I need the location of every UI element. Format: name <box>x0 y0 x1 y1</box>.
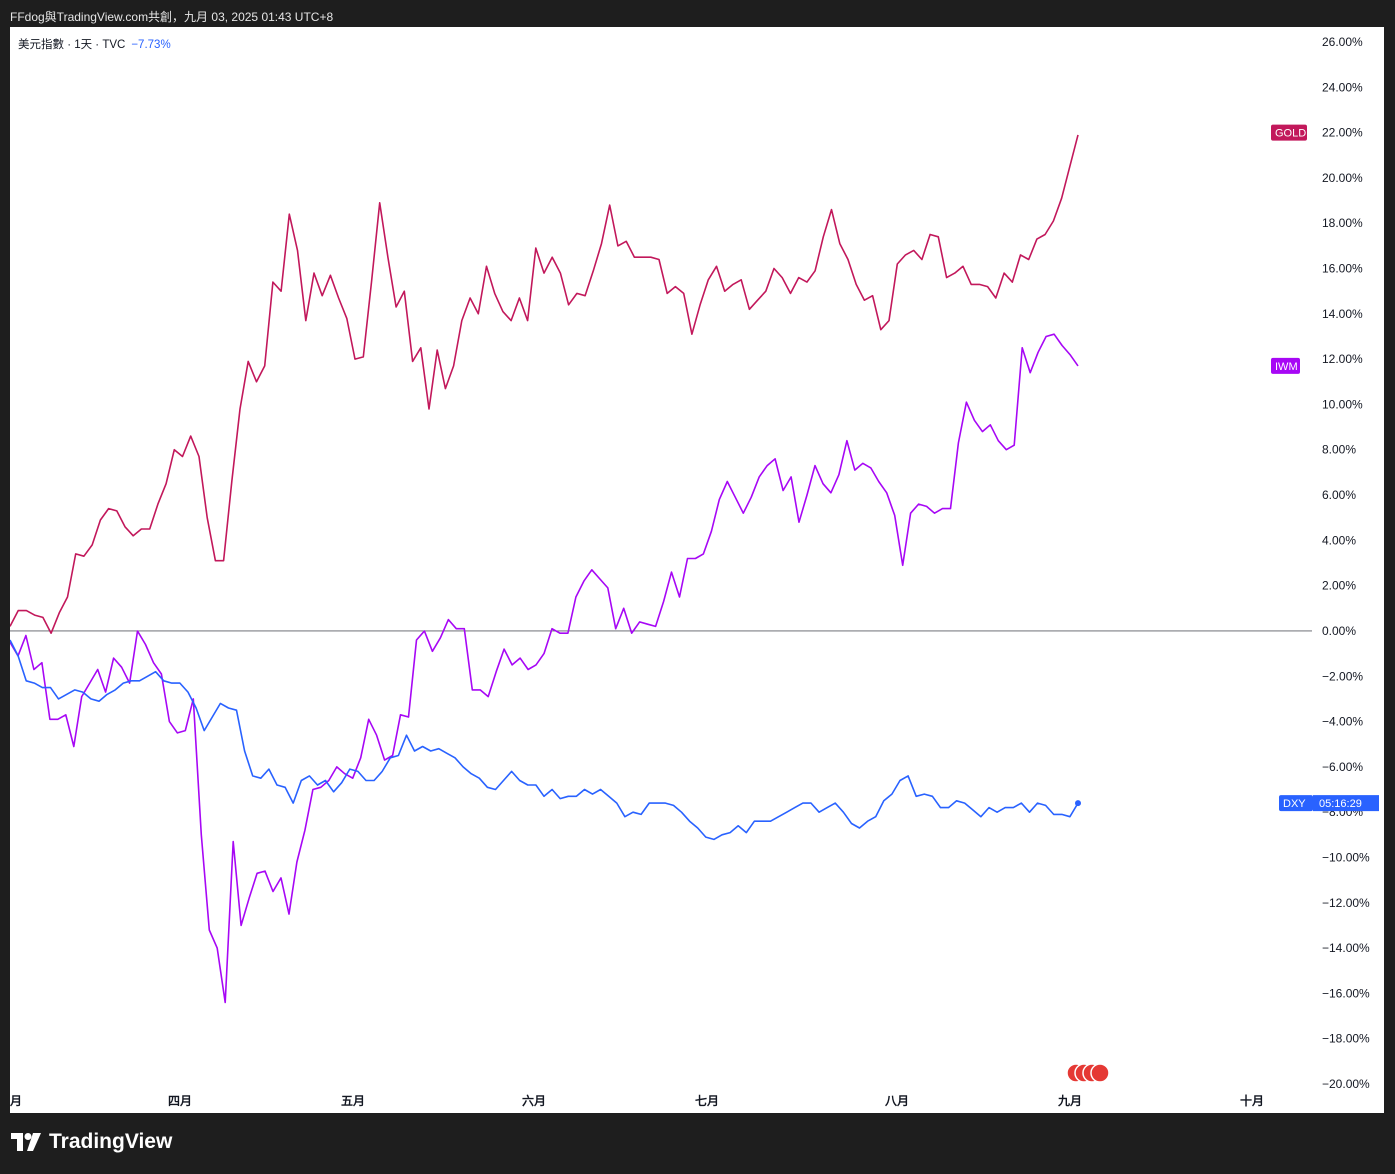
y-tick-label: 26.00% <box>1322 35 1363 49</box>
comparison-line-chart[interactable]: 26.00% 24.00% 22.00% 20.00% 18.00% 16.00% 14.0… <box>10 27 1384 1113</box>
y-tick-label: −16.00% <box>1322 986 1370 1000</box>
x-tick-label: 十月 <box>1240 1093 1264 1108</box>
price-badge-gold[interactable] <box>1271 124 1307 141</box>
y-tick-label: −4.00% <box>1322 715 1363 729</box>
y-tick-label: −18.00% <box>1322 1032 1370 1046</box>
x-tick-label: 四月 <box>168 1094 192 1108</box>
series-line-dxy[interactable] <box>10 639 1079 841</box>
y-tick-label: 4.00% <box>1322 533 1356 547</box>
symbol-legend[interactable]: 美元指數 · 1天 · TVC −7.73% <box>18 36 171 52</box>
legend-symbol: 美元指數 · 1天 · TVC <box>18 39 126 51</box>
us-flag-event-icon[interactable] <box>1090 1063 1110 1083</box>
y-tick-label: 14.00% <box>1322 307 1363 321</box>
y-tick-label: 6.00% <box>1322 488 1356 502</box>
x-tick-label: 五月 <box>341 1094 365 1108</box>
legend-change: −7.73% <box>131 39 171 51</box>
price-badge-label: DXY <box>1283 798 1306 810</box>
countdown-label: 05:16:29 <box>1319 798 1362 810</box>
x-tick-label: 七月 <box>695 1094 719 1108</box>
y-tick-label: 22.00% <box>1322 126 1363 140</box>
y-tick-label: 16.00% <box>1322 262 1363 276</box>
y-tick-label: 12.00% <box>1322 352 1363 366</box>
series-line-iwm[interactable] <box>10 333 1079 1004</box>
y-tick-label: −12.00% <box>1322 896 1370 910</box>
y-tick-label: −2.00% <box>1322 669 1363 683</box>
y-tick-label: 0.00% <box>1322 624 1356 638</box>
y-tick-label: 24.00% <box>1322 80 1363 94</box>
x-tick-label: 月 <box>10 1094 22 1108</box>
x-tick-label: 八月 <box>884 1094 909 1108</box>
price-badge-dxy[interactable] <box>1279 795 1313 812</box>
price-badge-countdown <box>1313 795 1379 812</box>
y-tick-label: −6.00% <box>1322 760 1363 774</box>
y-tick-label: 8.00% <box>1322 443 1356 457</box>
chart-header-title: FFdog與TradingView.com共創，九月 03, 2025 01:4… <box>10 10 334 24</box>
y-tick-label: 2.00% <box>1322 579 1356 593</box>
tradingview-brand[interactable]: TradingView <box>11 1130 172 1154</box>
y-tick-label: −20.00% <box>1322 1077 1370 1091</box>
price-badge-label: IWM <box>1275 361 1298 373</box>
x-tick-label: 六月 <box>522 1093 546 1108</box>
y-tick-label: −10.00% <box>1322 850 1370 864</box>
y-tick-label: −14.00% <box>1322 941 1370 955</box>
y-tick-label: 18.00% <box>1322 216 1363 230</box>
y-tick-label: 10.00% <box>1322 397 1363 411</box>
price-badge-iwm[interactable] <box>1271 357 1300 374</box>
x-tick-label: 九月 <box>1057 1093 1082 1108</box>
series-line-gold[interactable] <box>10 134 1079 635</box>
brand-name: TradingView <box>49 1130 173 1153</box>
chart-panel[interactable]: 26.00% 24.00% 22.00% 20.00% 18.00% 16.00% 14.0… <box>10 27 1384 1113</box>
y-tick-label: 20.00% <box>1322 171 1363 185</box>
price-badge-label: GOLD <box>1275 128 1306 140</box>
tradingview-logo-icon <box>11 1133 41 1151</box>
dxy-last-point <box>1075 800 1081 807</box>
